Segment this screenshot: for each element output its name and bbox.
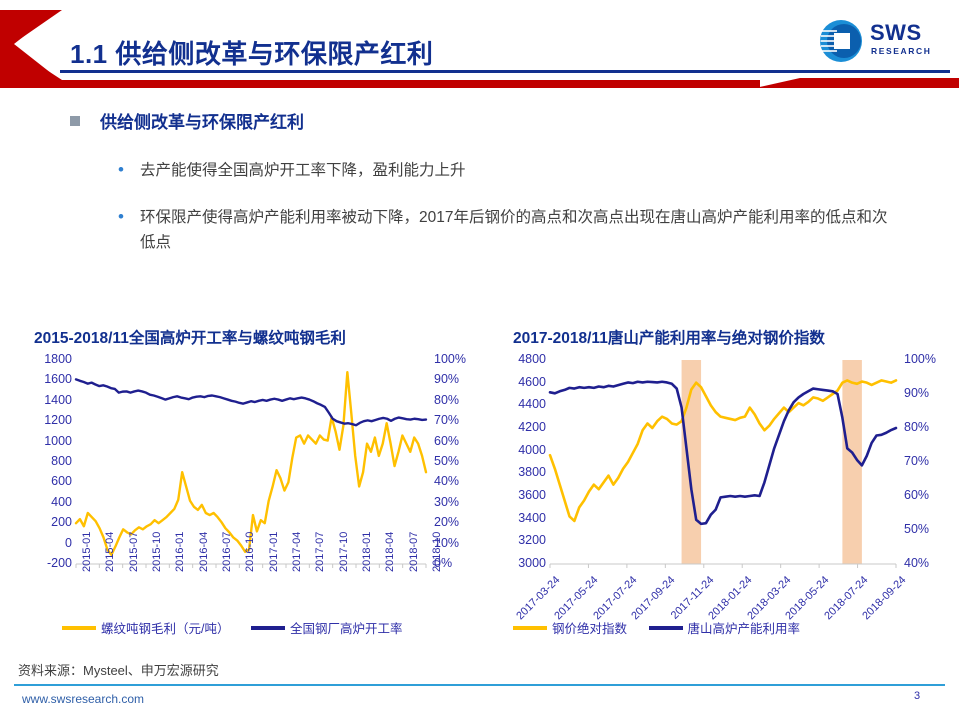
series-line-yellow [74, 371, 428, 557]
x-axis-tick: 2015-07 [127, 531, 140, 572]
y-axis-tick-left: 3800 [518, 465, 546, 480]
y-axis-tick-left: 200 [51, 515, 72, 530]
y-axis-tick-right: 60% [904, 488, 930, 502]
y-axis-tick-right: 0% [434, 556, 453, 570]
y-axis-tick-right: 80% [904, 420, 930, 434]
x-axis-tick: 2017-07 [314, 531, 327, 572]
section-heading-label: 供给侧改革与环保限产红利 [100, 113, 304, 132]
source-note: 资料来源：Mysteel、申万宏源研究 [18, 663, 219, 678]
y-axis-tick-left: 4000 [518, 442, 546, 457]
legend-label-blast-furnace-rate: 全国钢厂高炉开工率 [289, 622, 403, 636]
legend-item-steel-price-index: 钢价绝对指数 [513, 618, 627, 637]
y-axis-tick-left: 1200 [44, 413, 72, 428]
y-axis-tick-right: 30% [434, 494, 460, 509]
chart-blast-furnace-rate-vs-rebar-margin: 2015-2018/11全国高炉开工率与螺纹吨钢毛利 螺纹吨钢毛利（元/吨） 全… [14, 326, 484, 646]
x-axis-tick: 2017-01 [267, 531, 280, 572]
legend-item-tangshan-utilization: 唐山高炉产能利用率 [648, 618, 801, 637]
y-axis-tick-right: 90% [904, 386, 930, 400]
y-axis-tick-right: 50% [904, 522, 930, 536]
x-axis-tick: 2016-07 [221, 531, 233, 572]
legend-swatch-blue-icon [648, 626, 683, 630]
y-axis-tick-right: 100% [434, 352, 466, 366]
y-axis-tick-right: 40% [904, 556, 930, 570]
x-axis-tick: 2018-10 [431, 531, 443, 572]
y-axis-tick-left: 800 [51, 454, 72, 468]
legend-label-steel-price-index: 钢价绝对指数 [552, 622, 628, 636]
y-axis-tick-right: 70% [434, 413, 460, 428]
logo-subtitle: RESEARCH [871, 46, 932, 56]
series-line-blue [74, 378, 428, 427]
x-axis-tick: 2015-04 [104, 531, 117, 572]
y-axis-tick-right: 90% [434, 372, 460, 387]
legend-swatch-yellow-icon [62, 626, 96, 630]
bullet-item-1: • 去产能使得全国高炉开工率下降，盈利能力上升 [118, 158, 900, 183]
chart-left-legend: 螺纹吨钢毛利（元/吨） 全国钢厂高炉开工率 [62, 618, 420, 637]
y-axis-tick-left: 4200 [518, 420, 546, 434]
y-axis-tick-left: 4800 [518, 352, 546, 366]
chart-right-title: 2017-2018/11唐山产能利用率与绝对钢价指数 [513, 330, 825, 347]
y-axis-tick-left: 1600 [44, 372, 72, 387]
page-title: 1.1 供给侧改革与环保限产红利 [70, 39, 434, 69]
square-bullet-icon [70, 116, 80, 126]
y-axis-tick-right: 80% [434, 392, 460, 407]
y-axis-tick-left: 0 [65, 535, 72, 550]
sws-logo-icon [820, 20, 862, 62]
slide-header: 1.1 供给侧改革与环保限产红利 SWS RESEARCH [0, 0, 959, 88]
y-axis-tick-left: 3200 [518, 533, 546, 548]
sws-logo: SWS RESEARCH [818, 16, 946, 68]
x-axis-tick: 2018-04 [384, 531, 397, 572]
bullet-item-2-label: 环保限产使得高炉产能利用率被动下降，2017年后钢价的高点和次高点出现在唐山高炉… [140, 209, 888, 251]
x-axis-tick: 2015-10 [151, 531, 163, 572]
y-axis-tick-left: 1800 [44, 352, 72, 366]
y-axis-tick-right: 100% [904, 352, 936, 366]
x-axis-tick: 2017-04 [291, 531, 303, 572]
x-axis-tick: 2017-10 [337, 531, 350, 572]
x-axis-tick: 2016-01 [174, 531, 187, 572]
y-axis-tick-right: 70% [904, 454, 930, 468]
y-axis-tick-left: 4600 [518, 374, 546, 389]
footer-divider [14, 684, 945, 686]
x-axis-tick: 2018-07 [407, 531, 420, 572]
dot-bullet-icon: • [118, 207, 124, 226]
y-axis-tick-right: 10% [434, 535, 460, 550]
chart-left-title: 2015-2018/11全国高炉开工率与螺纹吨钢毛利 [34, 330, 346, 347]
y-axis-tick-right: 40% [434, 474, 460, 489]
series-line-blue [548, 380, 898, 526]
legend-label-tangshan-utilization: 唐山高炉产能利用率 [687, 622, 801, 636]
legend-label-rebar-margin: 螺纹吨钢毛利（元/吨） [101, 622, 230, 636]
legend-swatch-blue-icon [250, 626, 285, 630]
y-axis-tick-left: 400 [51, 494, 72, 509]
bullet-item-1-label: 去产能使得全国高炉开工率下降，盈利能力上升 [140, 162, 466, 179]
y-axis-tick-left: 4400 [518, 397, 546, 412]
y-axis-tick-left: 3400 [518, 510, 546, 525]
page-number: 3 [914, 690, 921, 702]
y-axis-tick-left: 3000 [518, 556, 546, 570]
y-axis-tick-right: 60% [434, 433, 460, 448]
legend-item-rebar-margin: 螺纹吨钢毛利（元/吨） [62, 618, 229, 637]
chart-right-legend: 钢价绝对指数 唐山高炉产能利用率 [513, 618, 818, 637]
bullet-item-2: • 环保限产使得高炉产能利用率被动下降，2017年后钢价的高点和次高点出现在唐山… [118, 205, 900, 255]
y-axis-tick-left: -200 [46, 556, 72, 570]
x-axis-tick: 2016-04 [197, 531, 210, 572]
x-axis-tick: 2015-01 [81, 531, 93, 572]
logo-wordmark: SWS [870, 20, 922, 45]
y-axis-tick-left: 600 [51, 474, 72, 489]
section-heading: 供给侧改革与环保限产红利 [70, 108, 870, 133]
shaded-band [842, 360, 862, 564]
y-axis-tick-right: 50% [434, 454, 460, 468]
y-axis-tick-right: 20% [434, 515, 460, 530]
dot-bullet-icon: • [118, 160, 124, 179]
y-axis-tick-left: 1000 [44, 433, 72, 448]
legend-item-blast-furnace-rate: 全国钢厂高炉开工率 [250, 618, 403, 637]
y-axis-tick-left: 3600 [518, 488, 546, 502]
chart-tangshan-utilization-vs-steel-price: 2017-2018/11唐山产能利用率与绝对钢价指数 钢价绝对指数 唐山高炉产能… [488, 326, 958, 646]
x-axis-tick: 2016-10 [244, 531, 257, 572]
x-axis-tick: 2018-01 [361, 531, 373, 572]
footer-url[interactable]: www.swsresearch.com [22, 692, 145, 706]
series-line-yellow [548, 379, 898, 523]
y-axis-tick-left: 1400 [44, 392, 72, 407]
legend-swatch-yellow-icon [513, 626, 547, 630]
